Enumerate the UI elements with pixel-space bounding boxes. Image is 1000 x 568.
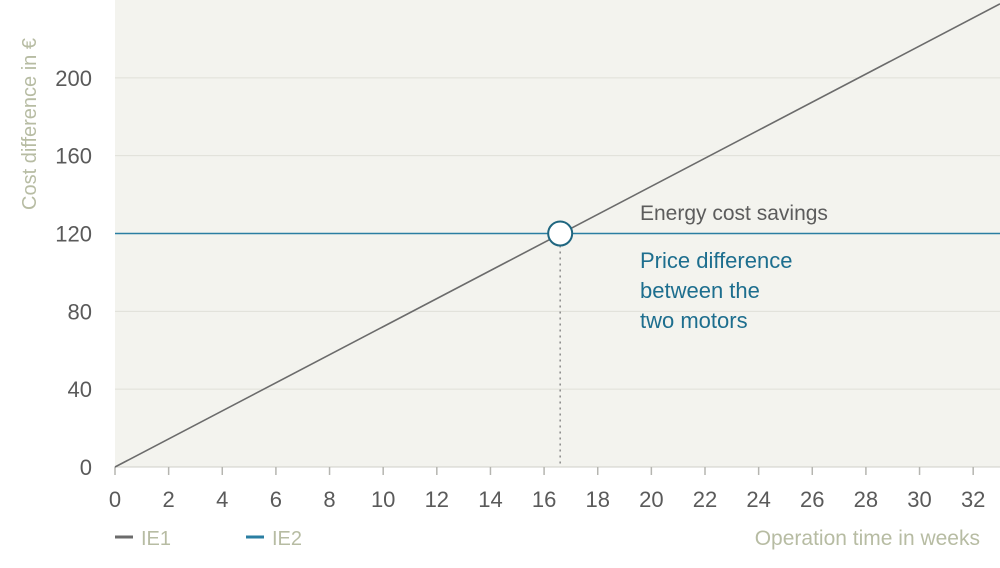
price-difference-label-line: two motors — [640, 308, 748, 333]
price-difference-label-line: between the — [640, 278, 760, 303]
x-tick-label-4: 4 — [216, 487, 228, 512]
x-tick-label-30: 30 — [907, 487, 931, 512]
x-tick-label-2: 2 — [163, 487, 175, 512]
x-tick-label-20: 20 — [639, 487, 663, 512]
x-tick-label-32: 32 — [961, 487, 985, 512]
y-tick-label-120: 120 — [55, 222, 92, 247]
x-tick-label-18: 18 — [585, 487, 609, 512]
legend-ie2-label: IE2 — [272, 528, 302, 550]
x-tick-label-16: 16 — [532, 487, 556, 512]
x-tick-label-0: 0 — [109, 487, 121, 512]
price-difference-label-line: Price difference — [640, 248, 792, 273]
energy-cost-savings-label: Energy cost savings — [640, 202, 828, 225]
x-tick-label-12: 12 — [425, 487, 449, 512]
x-tick-label-24: 24 — [746, 487, 770, 512]
y-tick-label-200: 200 — [55, 66, 92, 91]
x-tick-label-26: 26 — [800, 487, 824, 512]
legend: IE1 IE2 — [115, 528, 302, 550]
x-tick-label-28: 28 — [854, 487, 878, 512]
y-axis-title: Cost difference in € — [19, 38, 41, 210]
y-tick-label-160: 160 — [55, 144, 92, 169]
price-difference-label: Price difference between the two motors — [640, 248, 792, 333]
x-tick-label-6: 6 — [270, 487, 282, 512]
y-tick-label-40: 40 — [68, 377, 92, 402]
legend-ie1-label: IE1 — [141, 528, 171, 550]
x-axis-title: Operation time in weeks — [755, 527, 980, 550]
x-tick-label-8: 8 — [323, 487, 335, 512]
y-tick-label-0: 0 — [80, 455, 92, 480]
y-tick-label-80: 80 — [68, 299, 92, 324]
x-tick-label-10: 10 — [371, 487, 395, 512]
break-even-marker-group — [547, 220, 574, 467]
x-tick-label-22: 22 — [693, 487, 717, 512]
x-tick-label-14: 14 — [478, 487, 502, 512]
break-even-marker — [547, 220, 574, 247]
